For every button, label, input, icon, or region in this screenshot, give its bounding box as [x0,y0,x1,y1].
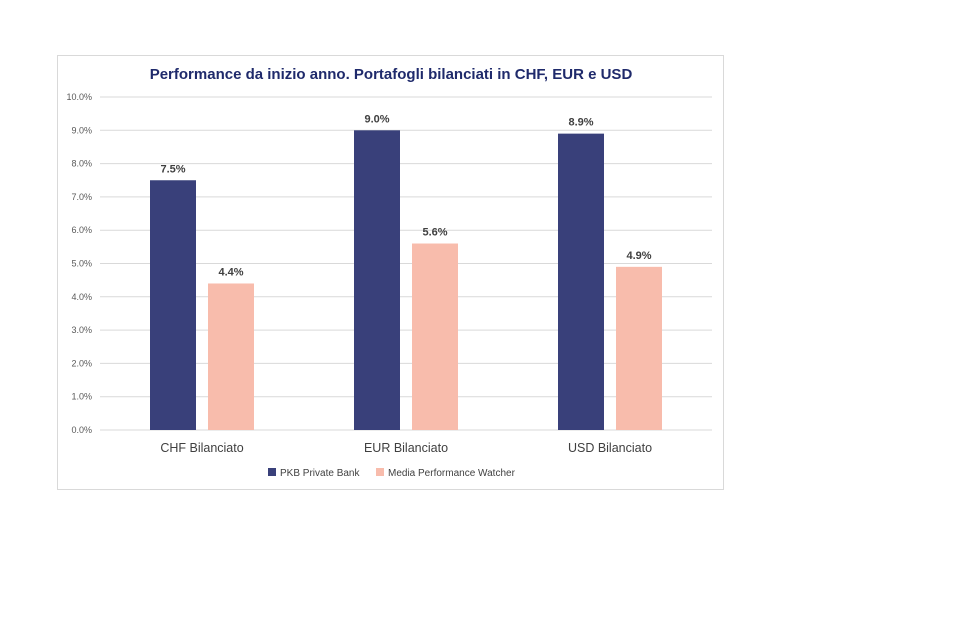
y-axis-ticks: 0.0% 1.0% 2.0% 3.0% 4.0% 5.0% 6.0% 7.0% 8.0% 9.0%… [66,92,92,435]
bar-pkb [150,180,196,430]
bar-watcher [412,243,458,430]
y-tick-label: 6.0% [71,225,92,235]
legend: PKB Private Bank Media Performance Watche… [268,468,516,479]
y-tick-label: 2.0% [71,358,92,368]
y-tick-label: 7.0% [71,192,92,202]
bars [150,130,662,431]
bar-pkb [558,133,604,430]
chart-title: Performance da inizio anno. Portafogli b… [150,66,633,83]
data-label: 4.9% [626,250,651,262]
y-tick-label: 0.0% [71,425,92,435]
legend-label: PKB Private Bank [280,468,360,479]
data-label: 4.4% [218,266,243,278]
y-tick-label: 8.0% [71,159,92,169]
bar-pkb [354,130,400,431]
data-label: 5.6% [422,227,447,239]
gridlines [100,96,712,431]
bar-watcher [208,283,254,430]
y-tick-label: 3.0% [71,325,92,335]
x-axis-categories: CHF Bilanciato EUR Bilanciato USD Bilancia… [160,441,652,455]
y-tick-label: 9.0% [71,125,92,135]
x-category-label: EUR Bilanciato [364,441,448,455]
legend-swatch [376,468,384,476]
legend-label: Media Performance Watcher [388,468,516,479]
bar-watcher [616,266,662,430]
data-label: 9.0% [364,113,389,125]
y-tick-label: 1.0% [71,392,92,402]
x-category-label: CHF Bilanciato [160,441,243,455]
y-tick-label: 5.0% [71,259,92,269]
data-label: 7.5% [160,163,185,175]
y-tick-label: 4.0% [71,292,92,302]
x-category-label: USD Bilanciato [568,441,652,455]
data-label: 8.9% [568,117,593,129]
y-tick-label: 10.0% [66,92,92,102]
legend-swatch [268,468,276,476]
data-labels: 7.5% 4.4% 9.0% 5.6% 8.9% 4.9% [160,113,651,278]
